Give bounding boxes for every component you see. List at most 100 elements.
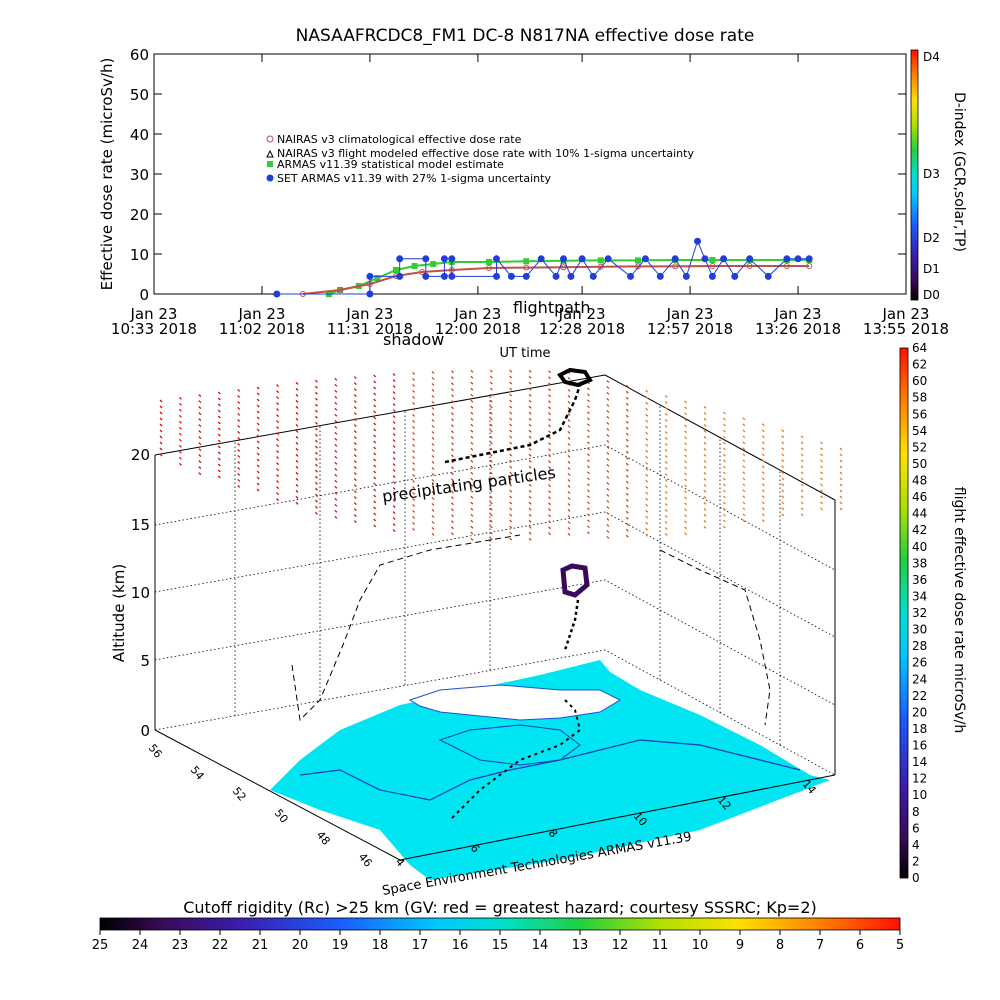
particle-mark xyxy=(684,526,688,530)
particle-mark xyxy=(334,443,338,447)
particle-mark xyxy=(450,436,454,440)
particle-mark xyxy=(645,401,649,405)
particle-mark xyxy=(373,494,377,498)
particle-mark xyxy=(237,418,241,422)
particle-mark xyxy=(703,501,707,505)
top-legend: NAIRAS v3 climatological effective dose … xyxy=(266,133,694,185)
top-xtick-date: Jan 23 xyxy=(130,305,178,323)
particle-mark xyxy=(489,531,493,535)
particle-mark xyxy=(567,503,571,506)
particle-mark xyxy=(548,442,552,446)
particle-mark xyxy=(528,447,532,451)
particle-mark xyxy=(373,374,377,378)
cutoff-colorbar xyxy=(99,917,901,931)
particle-mark xyxy=(217,403,221,407)
particle-mark xyxy=(237,472,241,476)
dose-colorbar-tick: 10 xyxy=(912,788,927,802)
dose-colorbar-tick: 4 xyxy=(912,838,920,852)
particle-mark xyxy=(256,446,260,450)
legend-marker-nairas-flight xyxy=(266,149,274,158)
particle-mark xyxy=(431,449,435,452)
top-series-point xyxy=(656,272,664,280)
particle-mark xyxy=(684,412,688,416)
particle-mark xyxy=(314,439,318,443)
top-xtick-time: 13:55 2018 xyxy=(863,320,949,338)
dindex-tick-d3: D3 xyxy=(923,167,940,181)
particle-mark xyxy=(625,438,629,442)
particle-mark xyxy=(314,403,318,407)
particle-mark xyxy=(509,375,513,379)
particle-mark xyxy=(742,489,746,493)
particle-mark xyxy=(256,434,260,438)
particle-mark xyxy=(664,484,668,488)
particle-mark xyxy=(470,459,474,463)
particle-mark xyxy=(606,505,610,509)
particle-mark xyxy=(489,489,493,493)
particle-mark xyxy=(256,416,260,420)
particle-mark xyxy=(314,499,318,503)
dose-colorbar-tick: 28 xyxy=(912,639,927,653)
particle-mark xyxy=(625,426,629,430)
particle-mark xyxy=(567,395,571,398)
particle-mark xyxy=(528,537,532,541)
particle-mark xyxy=(237,442,241,446)
particle-mark xyxy=(392,421,396,425)
particle-mark xyxy=(606,517,610,521)
precipitating-particles xyxy=(159,369,843,541)
particle-mark xyxy=(353,478,357,482)
particle-mark xyxy=(334,395,338,399)
particle-mark xyxy=(392,385,396,389)
particle-mark xyxy=(684,514,688,518)
particle-mark xyxy=(625,528,629,532)
particle-mark xyxy=(314,475,318,479)
particle-mark xyxy=(373,470,377,474)
particle-mark xyxy=(742,459,746,463)
particle-mark xyxy=(606,469,610,473)
particle-mark xyxy=(412,383,416,387)
particle-mark xyxy=(722,447,726,451)
cutoff-tick-label: 10 xyxy=(692,938,709,953)
particle-mark xyxy=(470,423,474,427)
particle-mark xyxy=(625,420,629,424)
particle-mark xyxy=(489,507,493,511)
particle-mark xyxy=(761,483,765,487)
top-xtick-time: 12:28 2018 xyxy=(539,320,625,338)
top-ytick-label: 50 xyxy=(130,86,149,104)
particle-mark xyxy=(314,451,318,455)
dose-colorbar-ticks: 0246810121416182022242628303234363840424… xyxy=(912,341,927,885)
particle-mark xyxy=(567,521,571,524)
particle-mark xyxy=(198,430,202,434)
particle-mark xyxy=(509,495,513,499)
particle-mark xyxy=(450,370,454,374)
particle-mark xyxy=(742,429,746,433)
particle-mark xyxy=(742,519,746,523)
particle-mark xyxy=(431,485,435,488)
particle-mark xyxy=(645,419,649,423)
particle-mark xyxy=(742,501,746,505)
particle-mark xyxy=(353,430,357,434)
particle-mark xyxy=(742,477,746,481)
top-series-point xyxy=(671,255,679,263)
cutoff-tick-label: 22 xyxy=(212,938,229,953)
particle-mark xyxy=(820,489,824,493)
particle-mark xyxy=(567,455,571,458)
dose-colorbar-tick: 22 xyxy=(912,689,927,703)
particle-mark xyxy=(276,402,280,406)
particle-mark xyxy=(839,459,843,463)
particle-mark xyxy=(800,501,804,505)
particle-mark xyxy=(664,430,668,434)
particle-mark xyxy=(489,387,493,391)
particle-mark xyxy=(548,370,552,374)
top-series-point xyxy=(396,255,404,263)
particle-mark xyxy=(722,513,726,517)
particle-mark xyxy=(334,503,338,507)
particle-mark xyxy=(450,430,454,434)
particle-mark xyxy=(645,407,649,411)
altitude-tick-10: 10 xyxy=(131,584,150,602)
particle-mark xyxy=(567,515,571,518)
particle-mark xyxy=(237,478,241,482)
grid-left-5 xyxy=(154,579,836,706)
top-series-point xyxy=(746,263,753,269)
particle-mark xyxy=(625,516,629,520)
particle-mark xyxy=(392,523,396,527)
